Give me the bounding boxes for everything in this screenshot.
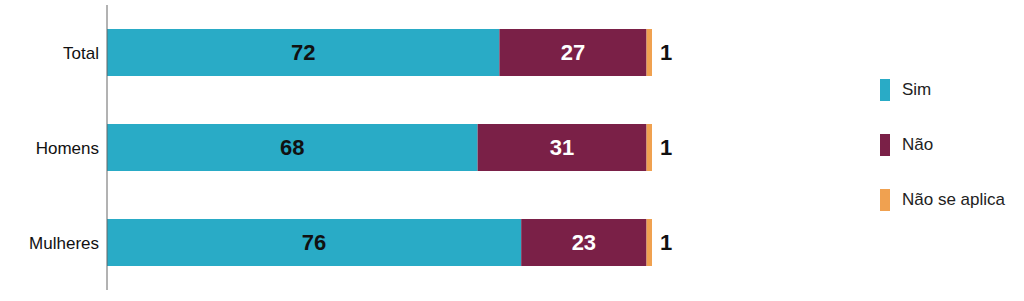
- svg-text:Total: Total: [63, 44, 99, 63]
- html-text:Não se aplica: Não se aplica: [902, 189, 1005, 209]
- svg-text:23: 23: [572, 230, 596, 255]
- svg-text:Mulheres: Mulheres: [29, 234, 99, 253]
- html-text:Não: Não: [902, 134, 934, 154]
- svg-text:68: 68: [280, 135, 304, 160]
- svg-text:1: 1: [660, 230, 672, 255]
- svg-text:27: 27: [561, 40, 585, 65]
- svg-text:1: 1: [660, 135, 672, 160]
- svg-text:Homens: Homens: [36, 139, 99, 158]
- svg-text:31: 31: [550, 135, 574, 160]
- svg-text:72: 72: [291, 40, 315, 65]
- html-text:Sim: Sim: [902, 79, 932, 99]
- svg-text:76: 76: [302, 230, 326, 255]
- svg-text:1: 1: [660, 40, 672, 65]
